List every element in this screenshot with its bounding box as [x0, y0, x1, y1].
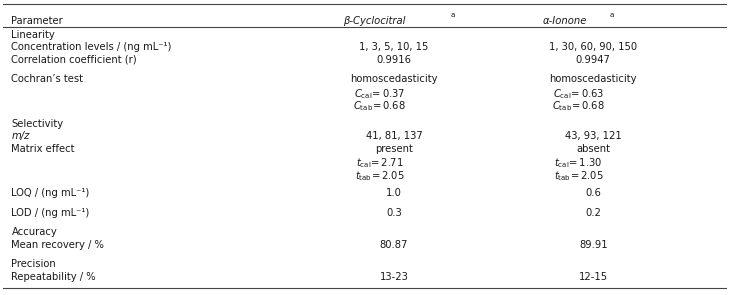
Text: homoscedasticity: homoscedasticity: [550, 74, 637, 84]
Text: $t_{\mathrm{cal}}\! = 2.71$: $t_{\mathrm{cal}}\! = 2.71$: [356, 156, 403, 170]
Text: Parameter: Parameter: [12, 16, 64, 26]
Text: $t_{\mathrm{tab}}\! = 2.05$: $t_{\mathrm{tab}}\! = 2.05$: [355, 169, 404, 183]
Text: LOQ / (ng mL⁻¹): LOQ / (ng mL⁻¹): [12, 189, 90, 199]
Text: Accuracy: Accuracy: [12, 227, 57, 237]
Text: 0.9916: 0.9916: [377, 55, 412, 65]
Text: 80.87: 80.87: [380, 240, 408, 250]
Text: Correlation coefficient (r): Correlation coefficient (r): [12, 55, 137, 65]
Text: $C_{\mathrm{tab}}\! = 0.68$: $C_{\mathrm{tab}}\! = 0.68$: [552, 99, 605, 113]
Text: Cochran’s test: Cochran’s test: [12, 74, 83, 84]
Text: α-Ionone: α-Ionone: [542, 16, 587, 26]
Text: Selectivity: Selectivity: [12, 119, 64, 129]
Text: 89.91: 89.91: [579, 240, 607, 250]
Text: homoscedasticity: homoscedasticity: [350, 74, 438, 84]
Text: Linearity: Linearity: [12, 30, 55, 40]
Text: a: a: [450, 12, 455, 18]
Text: 13-23: 13-23: [380, 272, 408, 282]
Text: 0.6: 0.6: [585, 189, 601, 199]
Text: β-Cyclocitral: β-Cyclocitral: [343, 16, 406, 26]
Text: $t_{\mathrm{cal}}\! = 1.30$: $t_{\mathrm{cal}}\! = 1.30$: [555, 156, 603, 170]
Text: a: a: [610, 12, 614, 18]
Text: Precision: Precision: [12, 259, 56, 269]
Text: 12-15: 12-15: [579, 272, 608, 282]
Text: $C_{\mathrm{cal}}\! = 0.63$: $C_{\mathrm{cal}}\! = 0.63$: [553, 87, 604, 101]
Text: 41, 81, 137: 41, 81, 137: [366, 131, 423, 141]
Text: $C_{\mathrm{tab}}\! = 0.68$: $C_{\mathrm{tab}}\! = 0.68$: [353, 99, 406, 113]
Text: 1, 3, 5, 10, 15: 1, 3, 5, 10, 15: [359, 42, 429, 52]
Text: present: present: [375, 144, 413, 154]
Text: 43, 93, 121: 43, 93, 121: [565, 131, 621, 141]
Text: 0.3: 0.3: [386, 208, 402, 218]
Text: 1, 30, 60, 90, 150: 1, 30, 60, 90, 150: [549, 42, 637, 52]
Text: Repeatability / %: Repeatability / %: [12, 272, 96, 282]
Text: Matrix effect: Matrix effect: [12, 144, 75, 154]
Text: 1.0: 1.0: [386, 189, 402, 199]
Text: Mean recovery / %: Mean recovery / %: [12, 240, 104, 250]
Text: Concentration levels / (ng mL⁻¹): Concentration levels / (ng mL⁻¹): [12, 42, 172, 52]
Text: $C_{\mathrm{cal}}\! = 0.37$: $C_{\mathrm{cal}}\! = 0.37$: [354, 87, 405, 101]
Text: $t_{\mathrm{tab}}\! = 2.05$: $t_{\mathrm{tab}}\! = 2.05$: [554, 169, 604, 183]
Text: m/z: m/z: [12, 131, 30, 141]
Text: 0.9947: 0.9947: [576, 55, 610, 65]
Text: 0.2: 0.2: [585, 208, 601, 218]
Text: absent: absent: [576, 144, 610, 154]
Text: LOD / (ng mL⁻¹): LOD / (ng mL⁻¹): [12, 208, 90, 218]
